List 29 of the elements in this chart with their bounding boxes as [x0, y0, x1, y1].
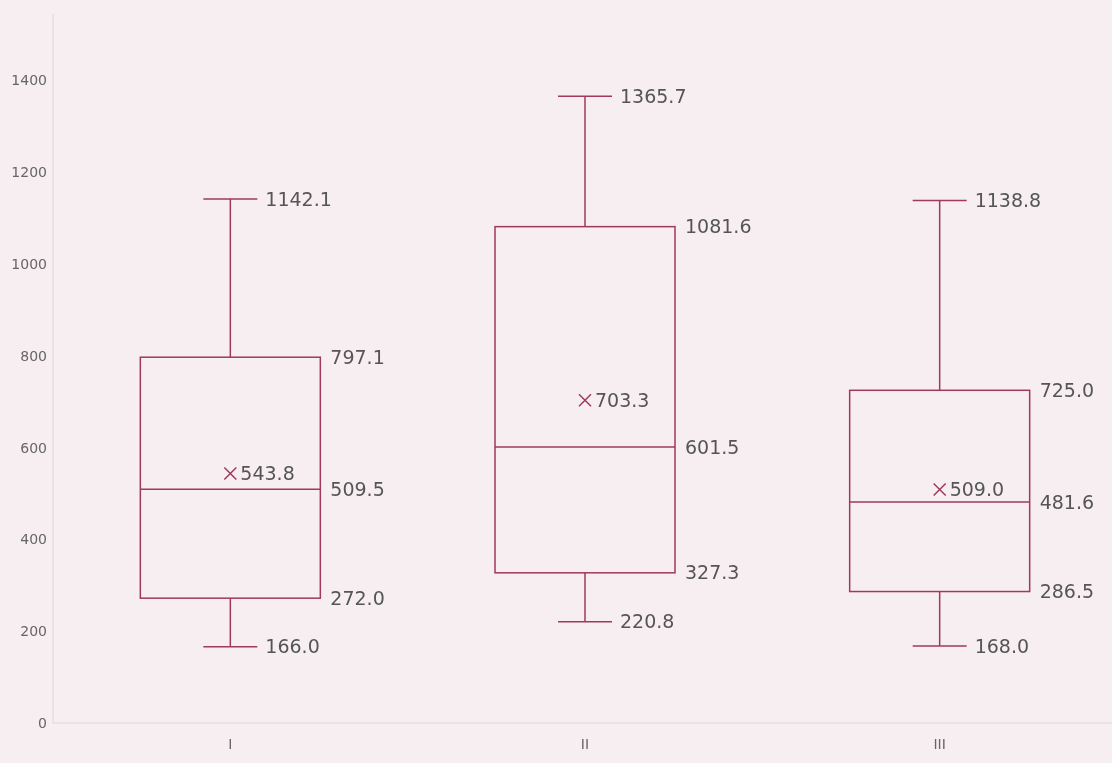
annotation: 220.8: [620, 610, 675, 633]
annotation: 327.3: [685, 561, 740, 584]
y-tick-label: 1200: [11, 164, 47, 181]
annotation: 797.1: [330, 345, 385, 368]
annotation: 168.0: [974, 634, 1030, 657]
annotation: 481.6: [1039, 490, 1095, 513]
y-tick-label: 1000: [11, 256, 47, 272]
x-tick-label: II: [580, 736, 590, 752]
annotation: 703.3: [595, 388, 650, 411]
x-tick-label: III: [933, 736, 946, 752]
annotation: 601.5: [685, 435, 740, 458]
annotation: 166.0: [265, 635, 320, 658]
annotation: 543.8: [240, 462, 295, 485]
y-tick-label: 400: [20, 531, 47, 548]
annotation: 1142.1: [265, 187, 332, 210]
annotation: 1138.8: [974, 189, 1042, 212]
annotation: 1081.6: [685, 215, 752, 238]
annotation: 509.5: [330, 477, 385, 500]
annotation: 272.0: [330, 586, 385, 609]
y-tick-label: 1400: [11, 72, 47, 89]
annotation: 286.5: [1039, 580, 1095, 603]
y-tick-label: 600: [20, 439, 47, 456]
annotation: 1365.7: [620, 84, 687, 107]
x-tick-label: I: [228, 736, 233, 752]
annotation: 725.0: [1039, 378, 1095, 401]
y-tick-label: 200: [20, 623, 47, 640]
annotation: 509.0: [949, 478, 1005, 501]
y-tick-label: 800: [20, 347, 47, 364]
y-tick-label: 0: [38, 714, 47, 731]
